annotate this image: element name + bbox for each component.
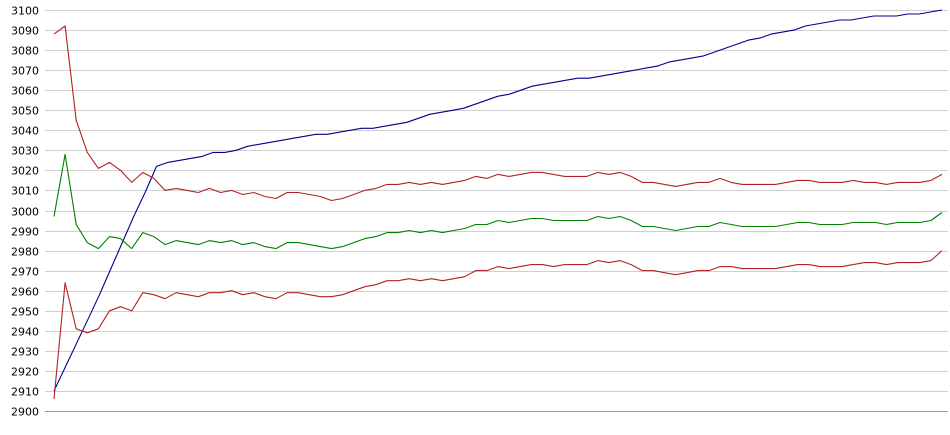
y-tick-label: 3050 — [11, 105, 39, 118]
y-tick-label: 3080 — [11, 45, 39, 58]
y-tick-label: 3020 — [11, 165, 39, 178]
series-line-4 — [53, 250, 943, 400]
y-tick-label: 3000 — [11, 206, 39, 219]
series-lines — [53, 9, 943, 400]
y-tick-label: 2960 — [11, 286, 39, 299]
series-line-3 — [53, 153, 943, 250]
y-tick-label: 2930 — [11, 346, 39, 359]
y-tick-label: 2900 — [11, 406, 39, 419]
y-tick-label: 3010 — [11, 185, 39, 198]
y-tick-label: 2980 — [11, 246, 39, 259]
y-tick-label: 2940 — [11, 326, 39, 339]
y-tick-label: 3070 — [11, 65, 39, 78]
y-tick-label: 3090 — [11, 25, 39, 38]
y-tick-label: 2970 — [11, 266, 39, 279]
y-tick-label: 2920 — [11, 366, 39, 379]
y-tick-label: 3040 — [11, 125, 39, 138]
y-axis-tick-labels: 2900 2910 2920 2930 2940 2950 2960 2970 2980 2990… — [11, 5, 39, 419]
y-tick-label: 3060 — [11, 85, 39, 98]
gridlines — [45, 10, 948, 392]
y-tick-label: 2910 — [11, 386, 39, 399]
y-tick-label: 3030 — [11, 145, 39, 158]
y-tick-label: 2950 — [11, 306, 39, 319]
y-tick-label: 2990 — [11, 226, 39, 239]
series-line-2 — [53, 25, 943, 202]
y-tick-label: 3100 — [11, 5, 39, 18]
series-line-1 — [53, 9, 943, 392]
